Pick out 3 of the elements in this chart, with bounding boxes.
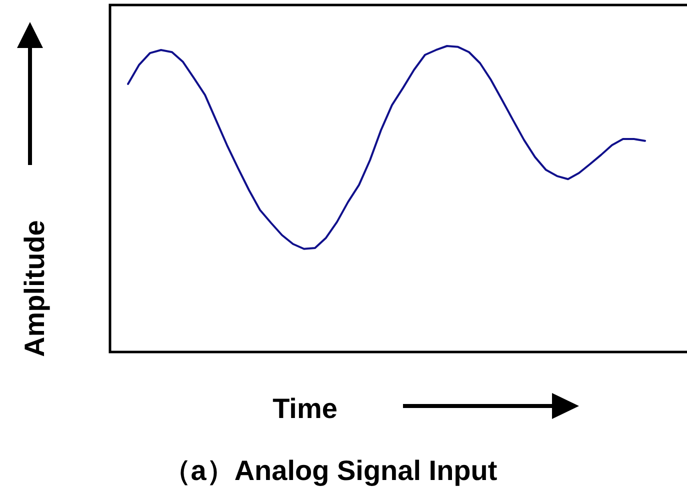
x-axis-title: Time: [272, 393, 338, 424]
text: （a）Analog Signal Input: [162, 455, 498, 486]
y-axis-title: Amplitude: [19, 220, 50, 357]
